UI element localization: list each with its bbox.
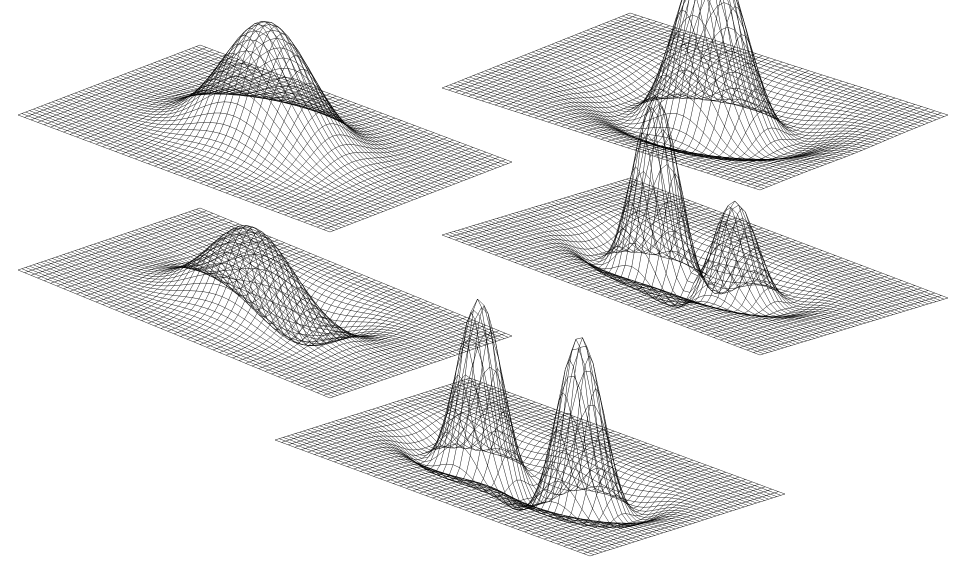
panel-double-peak-asym bbox=[441, 95, 949, 356]
panel-double-peak bbox=[274, 298, 786, 557]
surface-gaussian-derivative-wireframe bbox=[17, 207, 513, 399]
surface-gaussian-wireframe bbox=[17, 21, 513, 233]
panel-gaussian bbox=[17, 21, 513, 233]
surface-double-peak-asym-wireframe bbox=[441, 95, 949, 356]
surface-double-peak-wireframe bbox=[274, 298, 786, 557]
panel-gaussian-derivative bbox=[17, 207, 513, 399]
panel-mexican-hat bbox=[441, 0, 949, 191]
surface-mexican-hat-wireframe bbox=[441, 0, 949, 191]
